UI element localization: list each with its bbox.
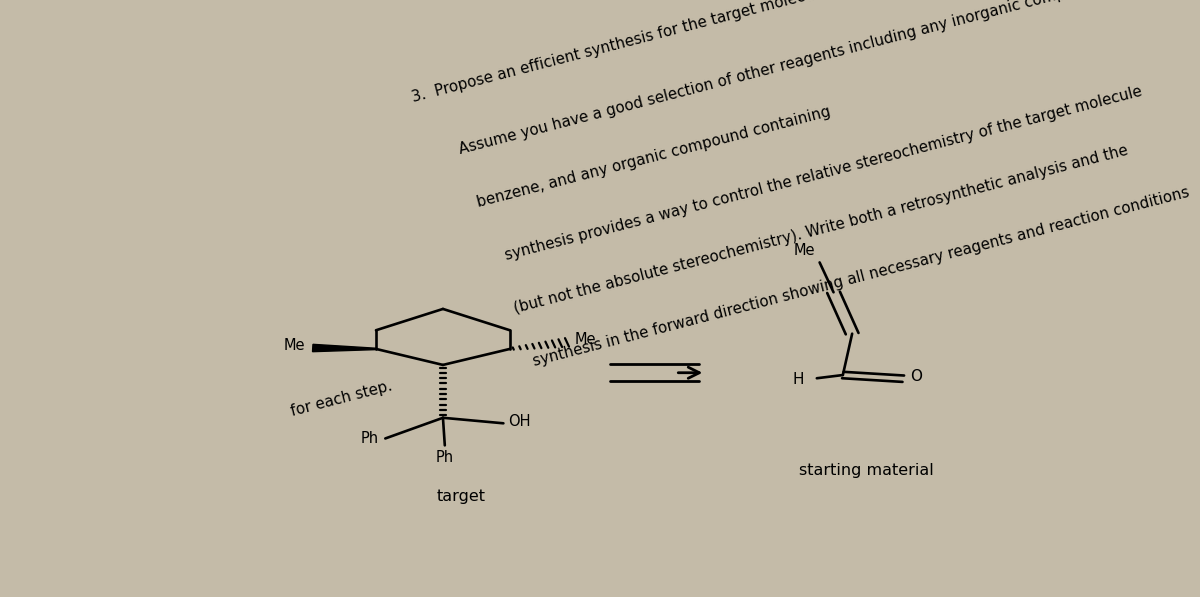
Text: synthesis provides a way to control the relative stereochemistry of the target m: synthesis provides a way to control the … [504, 84, 1144, 263]
Text: (but not the absolute stereochemistry). Write both a retrosynthetic analysis and: (but not the absolute stereochemistry). … [512, 143, 1130, 316]
Text: Ph: Ph [361, 431, 379, 446]
Text: H: H [792, 372, 804, 387]
Text: 3.  Propose an efficient synthesis for the target molecule from the indicated st: 3. Propose an efficient synthesis for th… [410, 0, 1100, 104]
Text: synthesis in the forward direction showing all necessary reagents and reaction c: synthesis in the forward direction showi… [532, 184, 1192, 369]
Text: Me: Me [575, 333, 596, 347]
Text: Me: Me [284, 338, 305, 353]
Text: target: target [437, 489, 486, 504]
Text: for each step.: for each step. [289, 379, 394, 420]
Text: Me: Me [793, 243, 815, 258]
Text: Ph: Ph [436, 450, 454, 465]
Text: OH: OH [508, 414, 530, 429]
Text: starting material: starting material [799, 463, 934, 478]
Text: Assume you have a good selection of other reagents including any inorganic compo: Assume you have a good selection of othe… [457, 0, 1116, 158]
Polygon shape [312, 344, 376, 352]
Text: benzene, and any organic compound containing: benzene, and any organic compound contai… [475, 103, 838, 210]
Text: O: O [910, 370, 922, 384]
